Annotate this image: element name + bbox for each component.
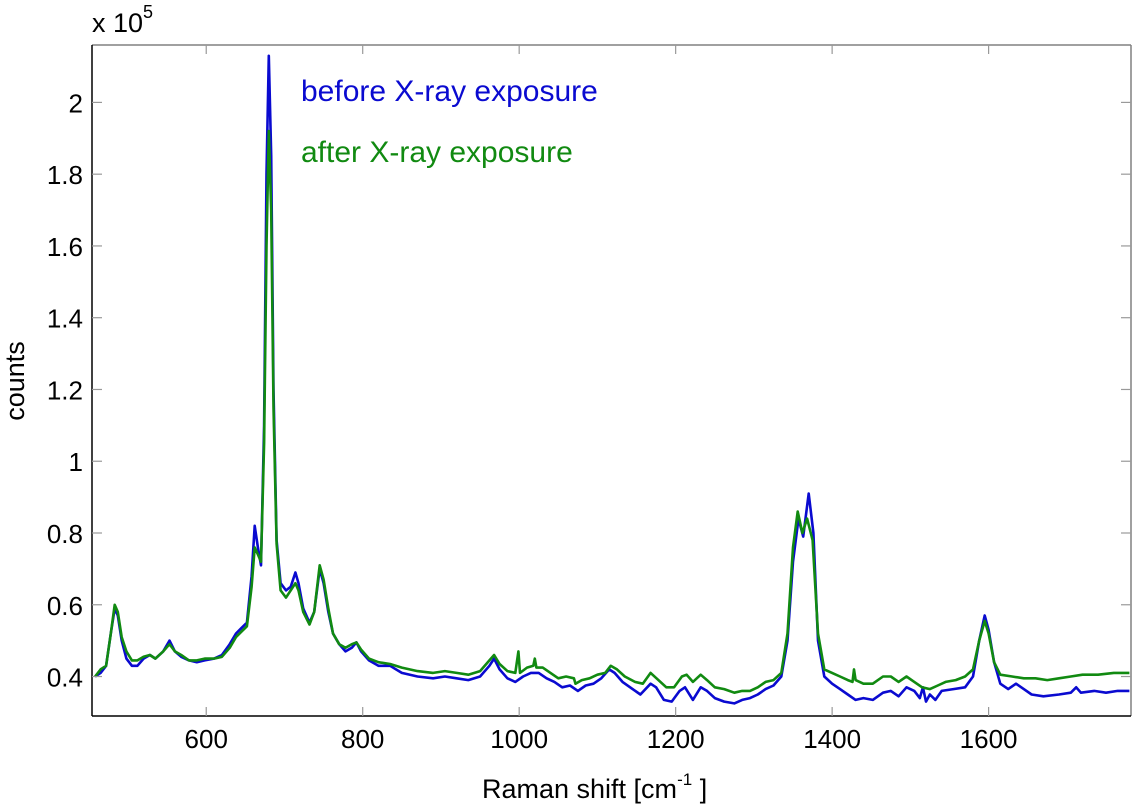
x-tick-label: 1200	[647, 724, 705, 754]
y-tick-label: 1.8	[47, 160, 83, 190]
y-tick-label: 1.2	[47, 375, 83, 405]
y-tick-label: 1.6	[47, 232, 83, 262]
y-tick-label: 0.4	[47, 663, 83, 693]
y-tick-label: 2	[69, 88, 83, 118]
legend-before-exposure: before X-ray exposure	[301, 75, 598, 108]
series-before-exposure	[94, 54, 1130, 705]
y-axis-label: counts	[0, 341, 30, 421]
x-tick-label: 1400	[803, 724, 861, 754]
x-tick-label: 800	[341, 724, 384, 754]
x-axis-label: Raman shift [cm-1 ]	[482, 770, 707, 804]
y-multiplier: x 105	[92, 2, 153, 38]
x-tick-label: 1600	[960, 724, 1018, 754]
y-tick-label: 1	[69, 447, 83, 477]
x-tick-label: 1000	[490, 724, 548, 754]
y-tick-label: 0.6	[47, 591, 83, 621]
y-ticks: 0.4 0.6 0.8 1 1.2 1.4 1.6 1.8 2	[47, 88, 1131, 693]
series-layer	[94, 54, 1130, 705]
series-after-exposure	[94, 129, 1130, 695]
y-tick-label: 0.8	[47, 519, 83, 549]
legend-after-exposure: after X-ray exposure	[301, 136, 573, 169]
x-tick-label: 600	[185, 724, 228, 754]
x-ticks: 600 800 1000 1200 1400 1600	[185, 45, 1018, 754]
legend: before X-ray exposure after X-ray exposu…	[301, 75, 598, 169]
y-tick-label: 1.4	[47, 304, 83, 334]
